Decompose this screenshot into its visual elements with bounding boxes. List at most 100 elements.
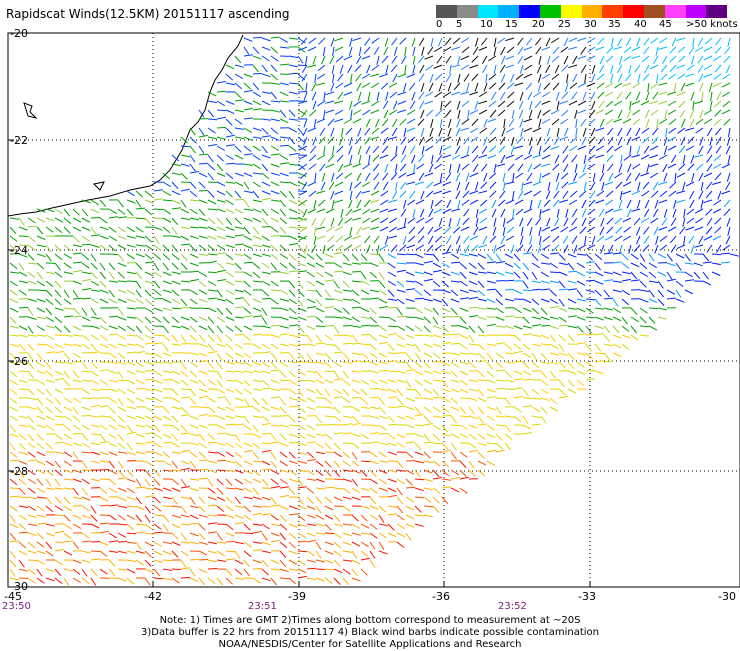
- wind-barb: [154, 353, 162, 358]
- wind-barb: [127, 380, 135, 384]
- wind-barb: [543, 146, 550, 152]
- wind-barb: [172, 470, 181, 471]
- wind-barb: [235, 362, 244, 364]
- wind-barb: [487, 353, 493, 360]
- wind-barb: [406, 182, 415, 184]
- wind-barb: [217, 270, 226, 272]
- wind-barb: [271, 37, 280, 38]
- wind-barb: [679, 146, 685, 153]
- wind-barb: [235, 56, 241, 63]
- wind-barb: [402, 56, 407, 64]
- wind-barb: [208, 326, 214, 333]
- wind-barb: [693, 38, 694, 47]
- wind-barb: [568, 326, 577, 328]
- wind-barb: [513, 209, 514, 218]
- wind-barb: [10, 371, 17, 377]
- wind-barb: [271, 380, 279, 383]
- wind-barb: [100, 299, 108, 303]
- wind-barb: [280, 163, 289, 164]
- wind-barb: [217, 227, 225, 231]
- wind-barb: [370, 533, 377, 538]
- wind-barb: [334, 362, 342, 367]
- wind-barb: [717, 245, 722, 253]
- wind-barb: [343, 371, 348, 378]
- wind-barb: [651, 218, 658, 223]
- wind-barb: [604, 253, 613, 254]
- wind-barb: [226, 344, 233, 350]
- wind-barb: [199, 434, 205, 441]
- wind-barb: [675, 173, 676, 182]
- wind-barb: [400, 245, 407, 251]
- wind-barb: [452, 92, 461, 95]
- wind-barb: [332, 65, 334, 74]
- wind-barb: [533, 182, 541, 185]
- wind-barb: [660, 245, 667, 250]
- wind-barb: [244, 146, 251, 152]
- wind-barb: [244, 425, 251, 430]
- wind-barb: [443, 146, 451, 150]
- wind-barb: [91, 515, 97, 522]
- wind-barb: [622, 299, 629, 305]
- wind-barb: [118, 299, 126, 303]
- wind-barb: [181, 362, 186, 369]
- wind-barb: [46, 362, 51, 369]
- wind-barb: [73, 398, 81, 403]
- wind-barb: [208, 578, 215, 584]
- wind-barb: [154, 578, 163, 579]
- wind-barb: [100, 263, 105, 270]
- wind-barb: [460, 470, 466, 477]
- wind-barb: [687, 209, 694, 215]
- wind-barb: [433, 335, 442, 337]
- wind-barb: [547, 56, 550, 65]
- wind-barb: [379, 425, 386, 430]
- wind-barb: [506, 56, 514, 59]
- wind-barb: [226, 407, 234, 411]
- wind-barb: [217, 380, 223, 387]
- wind-barb: [487, 281, 496, 283]
- wind-barb: [431, 200, 433, 209]
- wind-barb: [280, 101, 289, 102]
- wind-barb: [653, 182, 658, 190]
- wind-barb: [46, 227, 53, 232]
- wind-barb: [217, 173, 225, 176]
- wind-barb: [434, 209, 442, 213]
- wind-barb: [429, 236, 433, 244]
- wind-barb: [235, 398, 244, 401]
- wind-barb: [145, 343, 154, 344]
- wind-barb: [379, 398, 385, 405]
- wind-barb: [271, 461, 277, 468]
- wind-barb: [403, 236, 406, 245]
- wind-barb: [518, 191, 523, 199]
- wind-barb: [415, 524, 424, 527]
- wind-barb: [683, 155, 685, 164]
- wind-barb: [379, 515, 384, 523]
- wind-barb: [262, 236, 270, 241]
- wind-barb: [655, 200, 658, 209]
- wind-barb: [163, 344, 168, 351]
- wind-barb: [418, 227, 424, 234]
- wind-barb: [361, 227, 370, 230]
- wind-barb: [361, 362, 370, 363]
- wind-barb: [127, 407, 136, 409]
- wind-barb: [693, 101, 694, 110]
- wind-barb: [670, 65, 676, 72]
- wind-barb: [19, 569, 28, 571]
- wind-barb: [696, 128, 703, 133]
- wind-barb: [472, 155, 478, 162]
- wind-barb: [595, 254, 602, 260]
- wind-barb: [704, 173, 712, 177]
- wind-barb: [298, 569, 306, 573]
- wind-barb: [496, 443, 503, 449]
- wind-barb: [667, 272, 672, 279]
- wind-barb: [542, 209, 550, 212]
- wind-barb: [329, 182, 334, 190]
- wind-barb: [352, 515, 359, 521]
- wind-barb: [602, 182, 604, 191]
- wind-barb: [46, 371, 53, 377]
- wind-barb: [478, 317, 487, 320]
- wind-barb: [208, 137, 217, 139]
- wind-barb: [592, 65, 595, 74]
- wind-barb: [253, 101, 261, 105]
- wind-barb: [424, 335, 433, 336]
- wind-barb: [488, 155, 496, 159]
